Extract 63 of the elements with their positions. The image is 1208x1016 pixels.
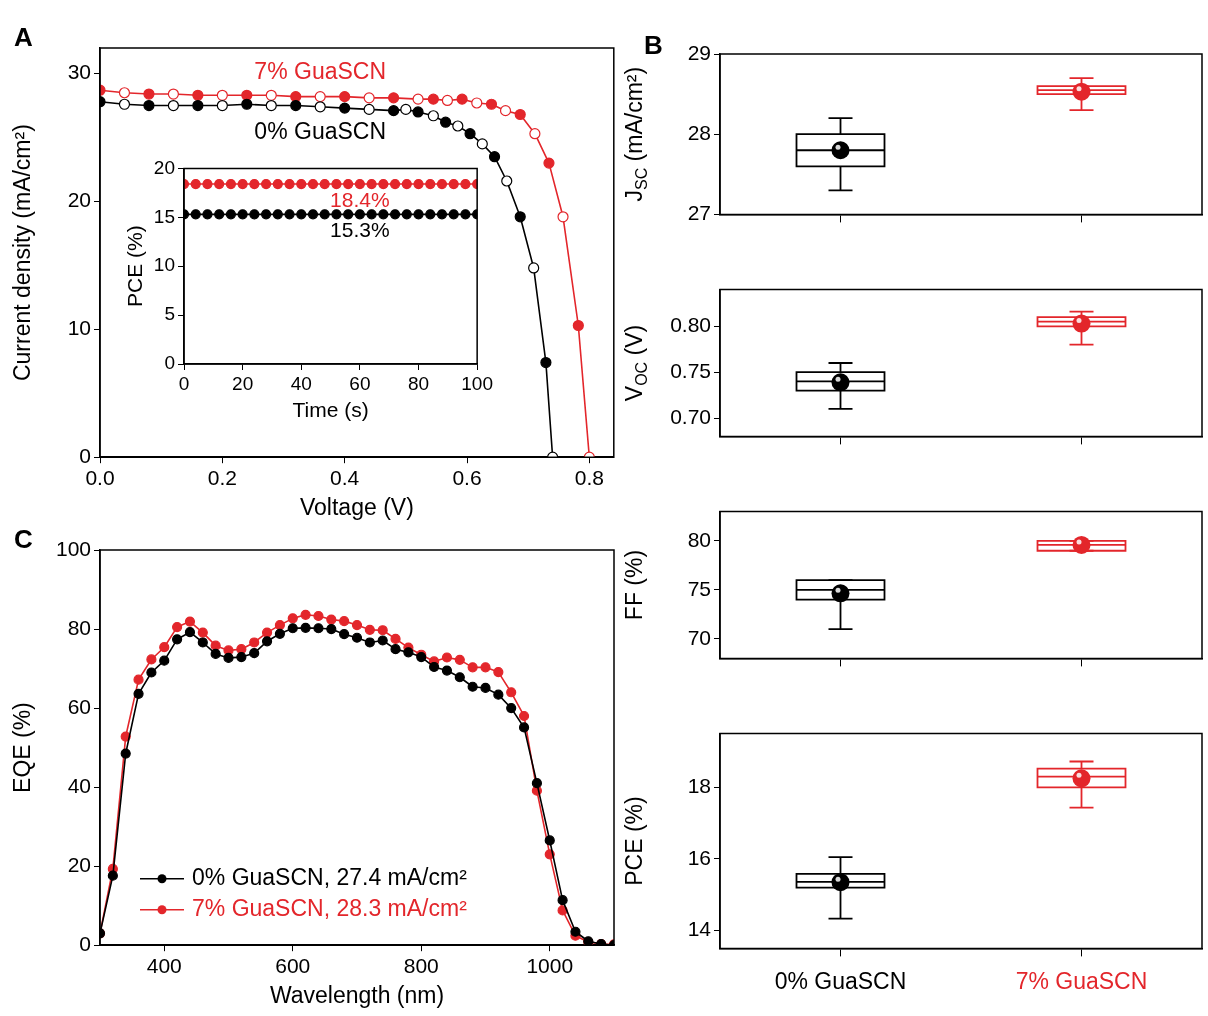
x-tick-label: 0.4 <box>330 465 360 489</box>
y-tick-label: 0 <box>164 352 175 374</box>
annotation: 15.3% <box>330 218 390 242</box>
legend-label: 0% GuaSCN, 27.4 mA/cm² <box>192 864 468 891</box>
y-tick-label: 29 <box>687 40 711 64</box>
chart-title: A <box>14 22 33 53</box>
series-label: 0% GuaSCN <box>254 118 387 145</box>
x-tick-label: 40 <box>290 372 312 394</box>
x-tick-label: 400 <box>146 953 182 977</box>
y-tick-label: 28 <box>687 121 711 144</box>
y-axis-title: PCE (%) <box>621 796 648 886</box>
y-axis-title: FF (%) <box>621 549 648 621</box>
y-tick-label: 14 <box>687 917 712 941</box>
x-tick-label: 800 <box>403 953 439 977</box>
y-tick-label: 60 <box>67 694 91 718</box>
x-tick-label: 600 <box>275 953 311 977</box>
y-tick-label: 20 <box>67 852 91 876</box>
y-tick-label: 80 <box>67 615 91 639</box>
x-axis-title: Wavelength (nm) <box>269 981 445 1008</box>
x-tick-label: 60 <box>349 372 371 394</box>
annotation: 18.4% <box>330 187 390 211</box>
x-tick-label: 100 <box>461 372 493 394</box>
y-tick-label: 10 <box>67 316 91 340</box>
x-tick-label: 0.8 <box>574 465 604 489</box>
y-tick-label: 15 <box>153 205 175 227</box>
y-tick-label: 70 <box>687 625 711 649</box>
x-axis-title: Time (s) <box>292 398 369 422</box>
chart-title: C <box>14 524 33 555</box>
x-axis-title: Voltage (V) <box>300 493 414 520</box>
y-axis-title: JSC (mA/cm²) <box>621 66 651 202</box>
y-tick-label: 75 <box>687 576 711 600</box>
x-tick-label: 7% GuaSCN <box>1015 967 1148 994</box>
legend-label: 7% GuaSCN, 28.3 mA/cm² <box>192 895 468 922</box>
y-tick-label: 100 <box>55 536 91 560</box>
series-label: 7% GuaSCN <box>254 57 387 84</box>
y-tick-label: 5 <box>164 303 175 325</box>
x-tick-label: 0.0 <box>85 465 115 489</box>
y-tick-label: 20 <box>153 156 175 178</box>
y-tick-label: 0 <box>79 932 91 955</box>
chart-title: B <box>644 30 663 61</box>
x-tick-label: 20 <box>232 372 254 394</box>
x-tick-label: 1000 <box>526 953 574 977</box>
y-tick-label: 18 <box>687 774 711 798</box>
x-tick-label: 0% GuaSCN <box>774 967 907 994</box>
y-tick-label: 0.75 <box>670 358 711 382</box>
y-tick-label: 0.70 <box>670 404 711 428</box>
y-tick-label: 20 <box>67 188 91 212</box>
y-axis-title: VOC (V) <box>621 324 651 402</box>
y-tick-label: 16 <box>687 845 711 869</box>
x-tick-label: 0.6 <box>452 465 482 489</box>
y-axis-title: Current density (mA/cm²) <box>9 124 36 382</box>
y-tick-label: 0 <box>79 444 91 467</box>
y-tick-label: 80 <box>687 527 711 551</box>
y-axis-title: EQE (%) <box>9 702 36 793</box>
x-tick-label: 80 <box>407 372 430 394</box>
y-tick-label: 0.80 <box>670 313 711 337</box>
y-tick-label: 30 <box>67 60 91 84</box>
y-tick-label: 27 <box>687 201 711 225</box>
x-tick-label: 0.2 <box>207 465 237 489</box>
y-tick-label: 40 <box>67 773 91 797</box>
x-tick-label: 0 <box>178 372 190 394</box>
y-axis-title: PCE (%) <box>122 225 146 308</box>
y-tick-label: 10 <box>153 254 175 276</box>
